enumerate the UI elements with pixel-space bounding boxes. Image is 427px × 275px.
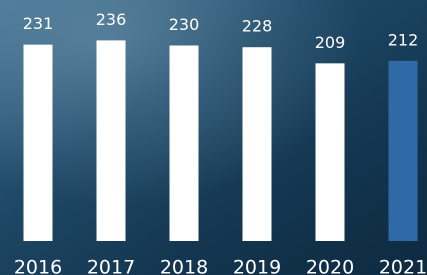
bar <box>24 45 53 241</box>
value-label: 228 <box>242 17 273 36</box>
background-glint <box>0 0 427 275</box>
value-label: 236 <box>96 10 127 29</box>
bar <box>389 61 418 241</box>
x-tick-label: 2017 <box>87 257 135 275</box>
page: 231 2016 236 2017 230 2018 228 2019 209 2020 212 20… <box>0 0 427 275</box>
bar <box>170 46 199 242</box>
bar <box>97 40 126 241</box>
x-tick-label: 2021 <box>379 257 427 275</box>
value-label: 231 <box>23 14 54 33</box>
x-tick-label: 2020 <box>306 257 354 275</box>
chart: 231 2016 236 2017 230 2018 228 2019 209 2020 212 20… <box>0 0 427 275</box>
value-label: 209 <box>315 33 346 52</box>
x-tick-label: 2019 <box>233 257 281 275</box>
bar <box>316 63 345 241</box>
bar <box>243 47 272 241</box>
value-label: 230 <box>169 15 200 34</box>
x-tick-label: 2016 <box>14 257 62 275</box>
x-tick-label: 2018 <box>160 257 208 275</box>
value-label: 212 <box>388 30 419 49</box>
